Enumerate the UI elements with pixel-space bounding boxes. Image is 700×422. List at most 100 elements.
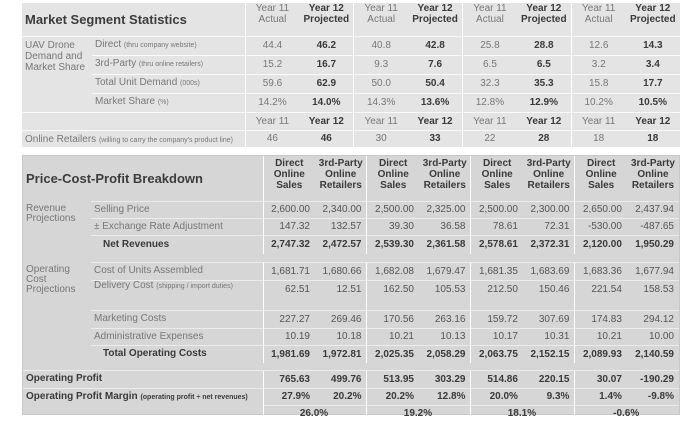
value-cell: 2,361.58 (418, 234, 471, 254)
header-line: Actual (258, 14, 287, 25)
table-row: ± Exchange Rate Adjustment 147.32 132.57 39… (23, 217, 679, 235)
row-label: Marketing Costs (94, 313, 167, 324)
row-note: (thru company website) (123, 42, 197, 49)
value-cell: 3.2 (570, 54, 626, 74)
value-cell: 78.61 (470, 217, 523, 235)
value-cell: 2,089.93 (574, 344, 627, 363)
combined-margin: 18.1% (470, 404, 575, 422)
header-line: Projected (521, 14, 567, 25)
row-label-cell: Total Operating Costs (91, 344, 264, 363)
spacer (23, 363, 679, 370)
value-cell: 294.12 (626, 309, 679, 328)
table-row: Operating Profit Margin (operating profi… (23, 387, 679, 422)
value-cell: 2,325.00 (418, 200, 471, 218)
header-line: Year 12 (526, 3, 562, 14)
header-line: Year 11 (582, 3, 616, 14)
value-cell: 1,950.29 (626, 234, 679, 254)
header-line: Year 12 (308, 3, 344, 14)
year-header: Year 12 (408, 111, 463, 130)
table-row: Price-Cost-Profit Breakdown Direct Online S… (23, 156, 679, 201)
header-line: Sales (588, 180, 615, 191)
row-label: Total Unit Demand (95, 77, 178, 88)
value-cell: 1,683.69 (522, 261, 575, 280)
value-cell: 1,683.36 (574, 261, 627, 280)
value-cell: 59.6 (244, 73, 300, 93)
spacer (22, 111, 245, 130)
value-cell: 158.53 (626, 279, 679, 310)
column-header: Direct Online Sales (574, 156, 627, 201)
header-line: Retailers (631, 180, 675, 191)
value-cell: 159.72 (470, 309, 523, 328)
spacer (23, 254, 679, 262)
value-cell: 44.4 (244, 35, 300, 55)
table-row: Operating Profit 765.63 499.76 513.95 303.29… (23, 369, 679, 388)
header-line: Projected (630, 14, 676, 25)
value-cell: 513.95 (366, 369, 419, 388)
value-cell: 2,650.00 (574, 200, 627, 218)
column-header: Year 12 Projected (408, 3, 462, 36)
value-cell: -9.8% (626, 387, 679, 405)
value-cell: 12.8% (418, 387, 471, 405)
value-cell: 303.29 (418, 369, 471, 388)
value-cell: 42.8 (408, 35, 463, 55)
value-cell: 10.21 (366, 327, 419, 345)
year-header: Year 11 (570, 111, 626, 130)
header-line: Online (377, 169, 409, 180)
header-line: Sales (380, 180, 407, 191)
header-line: Online (533, 169, 565, 180)
value-cell: 227.27 (262, 309, 315, 328)
value-cell: -530.00 (574, 217, 627, 235)
column-header: 3rd-Party Online Retailers (627, 156, 679, 201)
header-line: Direct (379, 158, 408, 169)
market-segment-table: Market Segment Statistics Year 11 Actual Ye… (22, 3, 680, 161)
value-cell: 15.2 (244, 54, 300, 74)
value-cell: 20.2% (366, 387, 419, 405)
row-note: (000s) (180, 80, 200, 87)
header-line: Direct (483, 158, 512, 169)
value-cell: 170.56 (366, 309, 419, 328)
value-cell: 10.21 (574, 327, 627, 345)
header-line: Year 11 (364, 3, 398, 14)
value-cell: 263.16 (418, 309, 471, 328)
value-cell: 2,500.00 (470, 200, 523, 218)
value-cell: 27.9% (262, 387, 315, 405)
table-row: Delivery Cost (shipping / import duties)… (23, 279, 679, 310)
row-label: Total Operating Costs (103, 348, 207, 360)
section-title: Market Segment Statistics (25, 11, 187, 27)
row-label-cell: Net Revenues (91, 234, 264, 254)
table-row: Revenue Projections Selling Price 2,600.00… (23, 200, 679, 224)
value-cell: 105.53 (418, 279, 471, 310)
value-cell: 1.4% (574, 387, 627, 405)
value-cell: 62.51 (262, 279, 315, 310)
table-row: Administrative Expenses 10.19 10.18 10.21 10… (23, 327, 679, 345)
column-header: Year 11 Actual (461, 3, 517, 36)
value-cell: 17.7 (625, 73, 680, 93)
row-label: Selling Price (94, 203, 150, 215)
value-cell: 765.63 (262, 369, 315, 388)
value-cell: 30.07 (574, 369, 627, 388)
value-cell: 2,747.32 (262, 234, 315, 254)
row-label-cell: Cost of Units Assembled (91, 261, 264, 280)
value-cell: 9.3% (522, 387, 575, 405)
group-label: Operating Cost Projections (26, 264, 76, 295)
combined-margin: 19.2% (366, 404, 471, 422)
value-cell: 212.50 (470, 279, 523, 310)
row-label: Cost of Units Assembled (94, 265, 203, 276)
table-row: Operating Cost Projections Cost of Units … (23, 261, 679, 295)
header-line: Retailers (527, 180, 570, 191)
year-header: Year 11 (244, 111, 300, 130)
value-cell: 10.2% (570, 92, 626, 112)
header-line: Year 11 (255, 3, 290, 14)
row-note: (willing to carry the company's product … (98, 136, 233, 144)
value-cell: 25.8 (461, 35, 517, 55)
row-label: 3rd-Party (95, 58, 137, 69)
year-header: Year 12 (299, 111, 354, 130)
value-cell: 2,063.75 (470, 344, 523, 363)
row-label-cell: Selling Price (91, 200, 264, 218)
column-header: Direct Online Sales (366, 156, 419, 201)
year-header: Year 12 (625, 111, 680, 130)
value-cell: 6.5 (461, 54, 517, 74)
value-cell: 15.8 (570, 73, 626, 93)
value-cell: 162.50 (366, 279, 419, 310)
value-cell: 32.3 (461, 73, 517, 93)
